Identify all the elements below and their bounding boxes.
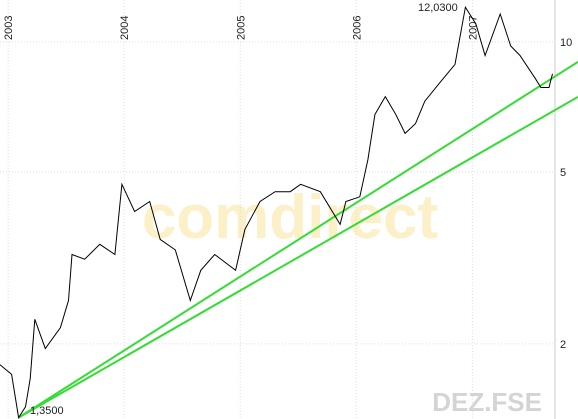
x-tick-label: 2003 [3,16,15,40]
y-tick-label: 10 [560,37,572,49]
x-tick-label: 2006 [351,16,363,40]
symbol: DEZ.FSE [432,387,542,417]
x-tick-label: 2005 [235,16,247,40]
trend-line [18,60,578,419]
high-annotation: 12,0300 [418,2,458,14]
trend-line [18,96,578,419]
x-tick-label: 2004 [119,16,131,40]
price-line [0,5,553,419]
y-tick-label: 5 [560,167,566,179]
watermark: comdirect [142,183,438,252]
x-tick-label: 2007 [467,16,479,40]
y-tick-label: 2 [560,339,566,351]
low-annotation: 1,3500 [30,405,64,417]
